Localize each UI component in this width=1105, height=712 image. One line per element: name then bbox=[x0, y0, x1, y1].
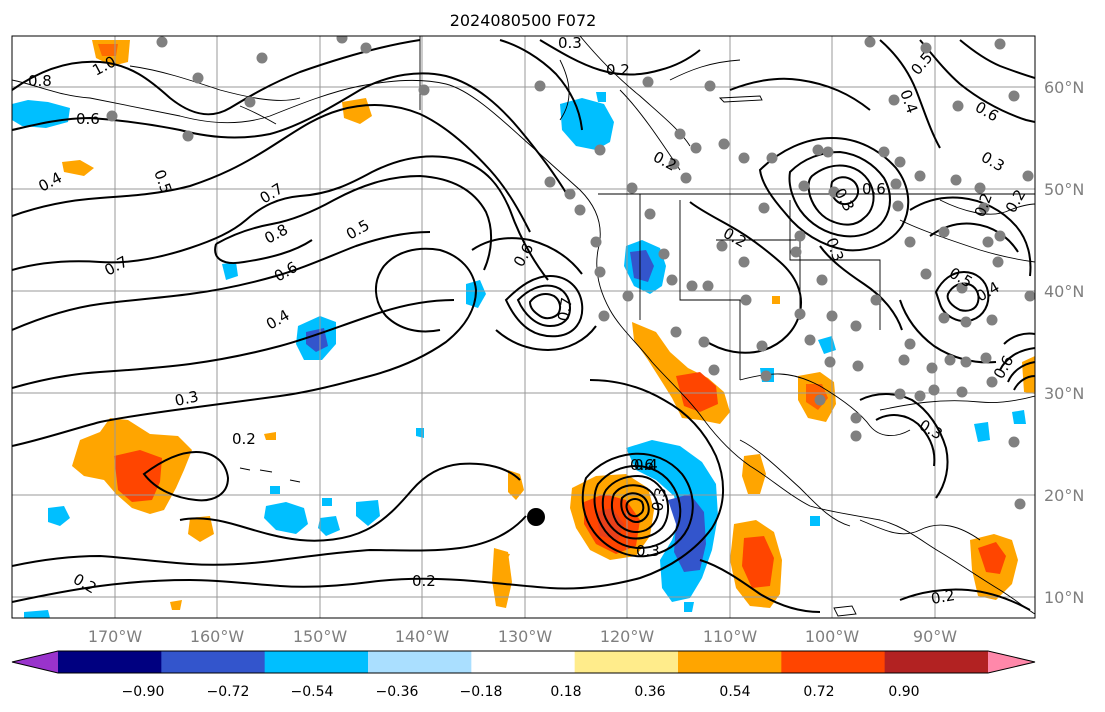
contour-label: 0.6 bbox=[862, 180, 886, 198]
colorbar-segment bbox=[884, 651, 989, 673]
longitude-label: 110°W bbox=[703, 627, 758, 646]
longitude-label: 120°W bbox=[600, 627, 655, 646]
colorbar-segment bbox=[161, 651, 266, 673]
colorbar-segment bbox=[574, 651, 679, 673]
latitude-label: 30°N bbox=[1044, 384, 1084, 403]
colorbar-tick-label: −0.36 bbox=[376, 684, 419, 700]
contour-label: 0.8 bbox=[28, 72, 52, 90]
colorbar-tick-label: −0.54 bbox=[291, 684, 334, 700]
map-title: 2024080500 F072 bbox=[450, 11, 597, 30]
colorbar-segment bbox=[368, 651, 472, 673]
map-frame bbox=[11, 35, 1036, 619]
latitude-label: 50°N bbox=[1044, 180, 1084, 199]
colorbar-outline bbox=[11, 650, 1036, 674]
colorbar-labels: −0.90 −0.72 −0.54 −0.36 −0.18 0.18 0.36 … bbox=[122, 684, 920, 700]
colorbar-segment bbox=[58, 651, 162, 673]
colorbar-tick-label: 0.54 bbox=[719, 684, 750, 700]
colorbar-tick-label: −0.90 bbox=[122, 684, 165, 700]
contour-label: 0.7 bbox=[554, 296, 576, 323]
longitude-label: 160°W bbox=[190, 627, 245, 646]
station-dots bbox=[106, 36, 1035, 510]
latitude-label: 10°N bbox=[1044, 588, 1084, 607]
colorbar-segment bbox=[471, 651, 576, 673]
colorbar-segment bbox=[781, 651, 886, 673]
latitude-label: 20°N bbox=[1044, 486, 1084, 505]
contour-label: 0.2 bbox=[412, 572, 436, 590]
longitude-label: 150°W bbox=[293, 627, 348, 646]
colorbar-tick-label: 0.72 bbox=[803, 684, 834, 700]
contour-label: 0.6 bbox=[76, 110, 100, 128]
latitude-label: 60°N bbox=[1044, 78, 1084, 97]
latitude-axis: 60°N 50°N 40°N 30°N 20°N 10°N bbox=[1044, 78, 1084, 607]
colorbar-segment bbox=[678, 651, 782, 673]
longitude-label: 90°W bbox=[913, 627, 957, 646]
contour-label: 0.2 bbox=[606, 61, 630, 79]
colorbar-extend-low bbox=[12, 651, 58, 673]
longitude-label: 140°W bbox=[395, 627, 450, 646]
colorbar-tick-label: 0.90 bbox=[888, 684, 919, 700]
longitude-label: 170°W bbox=[88, 627, 143, 646]
contour-label: 0.6 bbox=[630, 456, 654, 474]
colorbar-tick-label: −0.18 bbox=[460, 684, 503, 700]
contour-label: 0.3 bbox=[173, 387, 200, 410]
colorbar-tick-label: 0.18 bbox=[550, 684, 581, 700]
colorbar-tick-label: 0.36 bbox=[634, 684, 665, 700]
contour-label: 0.4 bbox=[634, 456, 658, 474]
colorbar-tick-label: −0.72 bbox=[207, 684, 250, 700]
longitude-label: 130°W bbox=[498, 627, 553, 646]
contour-label: 0.2 bbox=[232, 430, 256, 448]
contour-label: 0.3 bbox=[636, 542, 660, 560]
longitude-axis: 170°W 160°W 150°W 140°W 130°W 120°W 110°… bbox=[88, 627, 957, 646]
map-background bbox=[12, 36, 1035, 618]
colorbar bbox=[11, 650, 1036, 674]
latitude-label: 40°N bbox=[1044, 282, 1084, 301]
colorbar-segment bbox=[264, 651, 369, 673]
contour-label: 0.3 bbox=[648, 486, 670, 513]
contour-label: 0.2 bbox=[930, 586, 957, 608]
black-marker bbox=[527, 508, 545, 526]
longitude-label: 100°W bbox=[805, 627, 860, 646]
contour-label: 0.3 bbox=[558, 34, 582, 52]
coastlines bbox=[12, 36, 1035, 617]
colorbar-extend-high bbox=[988, 651, 1035, 673]
